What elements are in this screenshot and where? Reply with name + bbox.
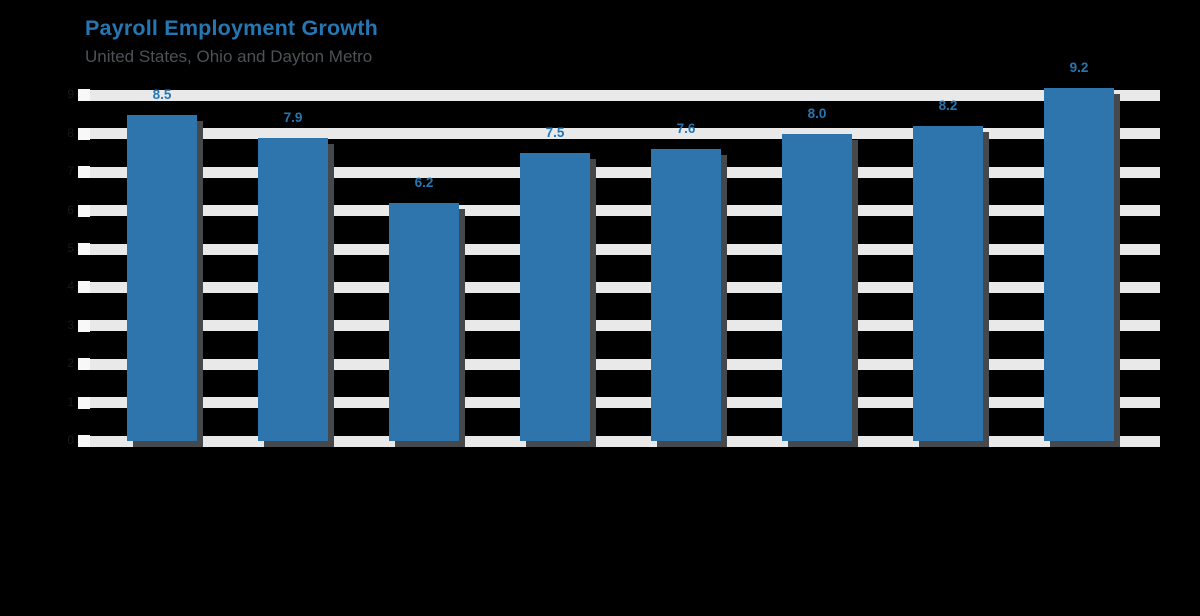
y-tick-label: 3 [67,317,74,332]
bar [258,137,328,441]
y-axis-tick [78,358,90,371]
y-tick-label: 0 [67,433,74,447]
bar [520,153,590,441]
y-axis-tick [78,127,90,140]
y-axis-tick [78,89,90,102]
y-axis-tick [78,435,90,447]
y-tick-label: 8 [67,125,74,140]
bar-value-label: 9.2 [1069,59,1089,75]
gridline [88,205,1160,217]
gridline [88,281,1160,293]
y-tick-label: 5 [67,241,74,255]
bar-value-label: 8.2 [938,98,958,114]
gridline [88,358,1160,370]
y-axis-tick [78,396,90,409]
gridline [88,397,1160,409]
bar-value-label: 8.5 [152,86,172,102]
y-axis-tick [78,319,90,332]
bar [913,126,983,441]
bar-value-label: 7.9 [283,109,303,125]
y-tick-label: 6 [67,202,74,217]
bar [389,202,459,441]
bar [1044,87,1114,441]
gridline [88,320,1160,332]
y-axis-tick [78,204,90,217]
chart-subtitle: United States, Ohio and Dayton Metro [85,47,373,66]
bar [127,114,197,441]
y-tick-label: 2 [67,356,74,371]
bar-value-label: 8.0 [807,105,827,121]
bar [651,149,721,441]
gridline [88,166,1160,178]
gridline [88,89,1160,101]
bar-value-label: 7.6 [676,121,696,137]
bar [782,133,852,441]
y-axis-tick [78,243,90,255]
y-tick-label: 7 [67,164,74,179]
y-axis-tick [78,281,90,294]
bar-value-label: 7.5 [545,125,565,140]
y-tick-label: 1 [67,394,74,409]
gridline [88,128,1160,140]
y-tick-label: 9 [67,87,74,102]
gridline [88,435,1160,447]
y-tick-label: 4 [67,279,74,294]
y-axis-tick [78,166,90,179]
gridline [88,243,1160,255]
bar-value-label: 6.2 [414,174,434,190]
chart-title: Payroll Employment Growth [85,16,378,40]
